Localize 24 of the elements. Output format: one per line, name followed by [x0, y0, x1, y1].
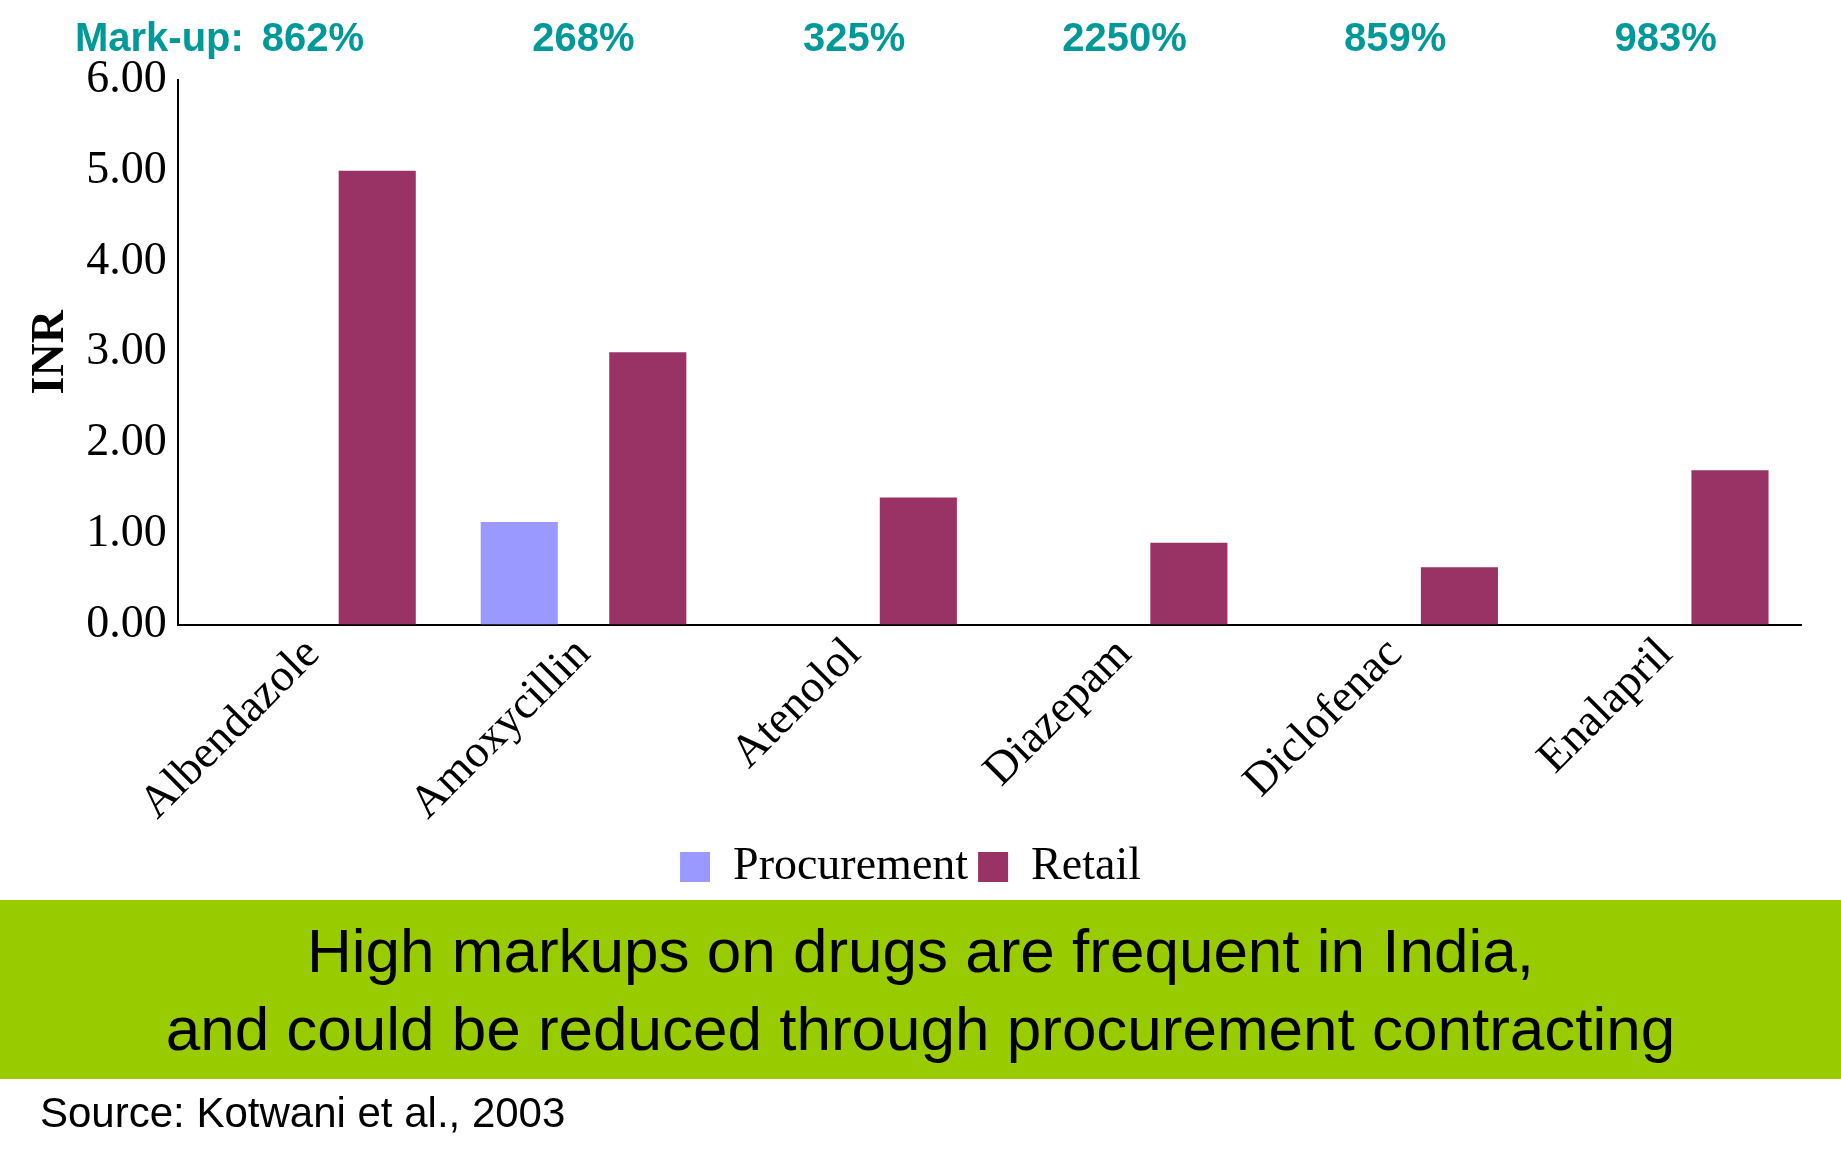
bar — [338, 170, 416, 625]
text: 268% — [532, 15, 635, 60]
text: 862% — [261, 15, 365, 60]
text: 859% — [1344, 15, 1447, 60]
text: 983% — [1614, 15, 1717, 60]
y-tick-label: 4.00 — [86, 232, 167, 284]
y-tick-label: 2.00 — [86, 414, 167, 466]
y-tick-label: 5.00 — [86, 141, 167, 193]
bar — [609, 352, 687, 625]
bar — [480, 521, 558, 625]
legend-label: Procurement — [733, 838, 969, 890]
bar — [1691, 470, 1769, 625]
bar — [1420, 567, 1498, 625]
y-axis-title: INR — [22, 309, 74, 395]
bar — [1150, 542, 1228, 625]
text: 2250% — [1062, 15, 1187, 60]
source-note: Source: Kotwani et al., 2003 — [39, 1088, 567, 1138]
y-tick-label: 3.00 — [86, 323, 167, 375]
text: 325% — [802, 15, 906, 60]
text: High markups on drugs are frequent in India, and could be reduced through procurement contracting — [0, 900, 1841, 1079]
bar — [879, 497, 957, 625]
y-tick-label: 0.00 — [86, 595, 167, 647]
y-tick-label: 1.00 — [86, 504, 167, 556]
legend-label: Retail — [1031, 838, 1141, 890]
